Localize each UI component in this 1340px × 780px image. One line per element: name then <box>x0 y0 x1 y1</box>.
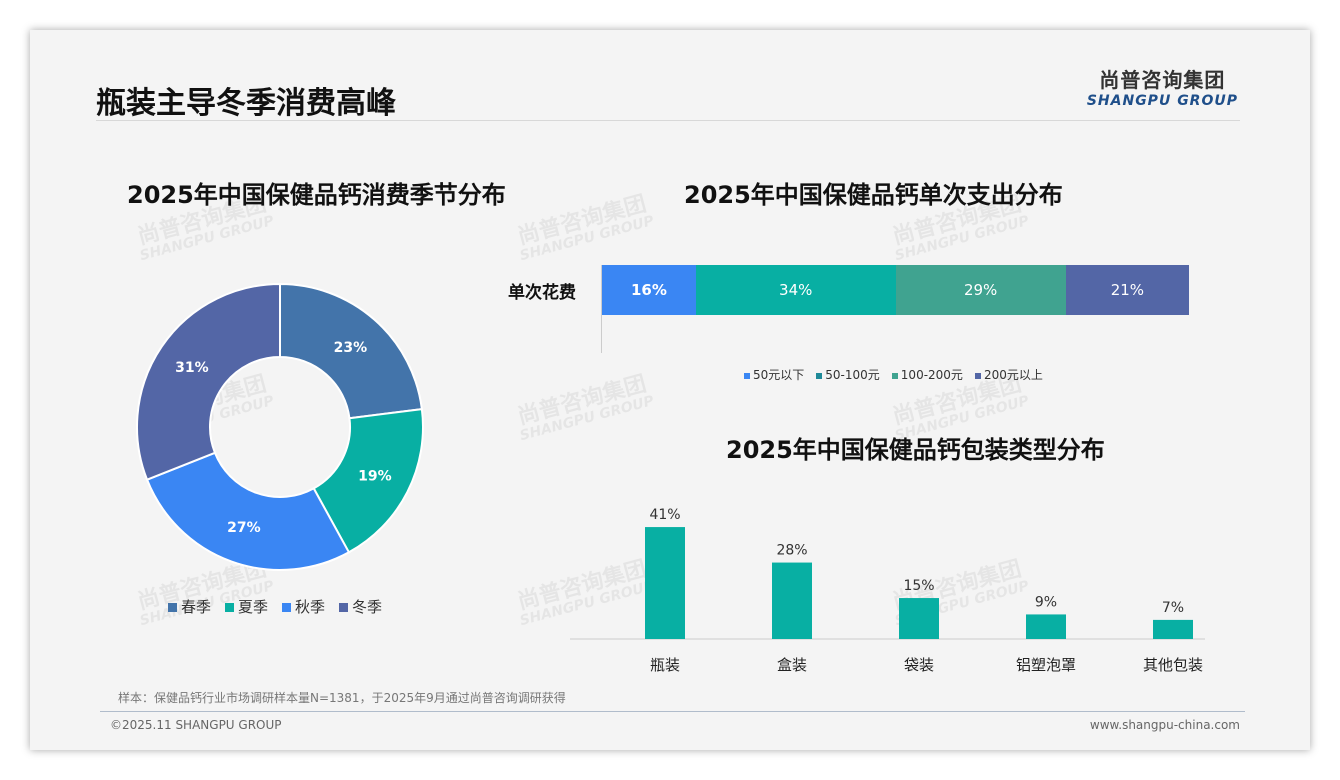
divider <box>96 120 1240 121</box>
legend-item: 秋季 <box>282 596 325 617</box>
sample-note: 样本：保健品钙行业市场调研样本量N=1381，于2025年9月通过尚普咨询调研获… <box>118 691 566 705</box>
package-bar-chart: 41% 瓶装 28% 盒装 15% 袋装 9% 铝塑泡罩 7% 其他包装 <box>570 507 1205 674</box>
bar <box>645 527 685 639</box>
legend-item: 100-200元 <box>891 366 963 383</box>
axis-line <box>601 265 602 353</box>
donut-slice-2 <box>145 451 351 571</box>
legend-swatch <box>282 603 292 612</box>
spend-legend: 50元以下 50-100元 100-200元 200元以上 <box>744 366 1043 383</box>
donut-chart: 23% 19% 27% 31% <box>136 282 424 571</box>
donut-title: 2025年中国保健品钙消费季节分布 <box>127 181 506 209</box>
legend-swatch <box>339 603 349 612</box>
bar-value-label: 41% <box>649 507 680 523</box>
footer-divider <box>100 711 1245 712</box>
logo-en: SHANGPU GROUP <box>1086 93 1238 109</box>
category-label: 瓶装 <box>650 656 680 674</box>
donut-slice-0 <box>279 282 423 420</box>
category-label: 盒装 <box>777 656 807 674</box>
bar <box>899 598 939 639</box>
category-label: 袋装 <box>904 656 934 674</box>
bar-segment: 34% <box>695 265 896 315</box>
stacked-bar: 16% 34% 29% 21% <box>602 265 1189 315</box>
legend-swatch <box>225 603 235 612</box>
legend-item: 200元以上 <box>974 366 1043 383</box>
logo-cn: 尚普咨询集团 <box>1099 68 1226 92</box>
website: www.shangpu-china.com <box>1089 718 1240 732</box>
donut-label: 23% <box>334 340 368 356</box>
category-label: 其他包装 <box>1143 656 1203 674</box>
donut-label: 19% <box>358 468 392 484</box>
bar <box>1026 614 1066 639</box>
spend-title: 2025年中国保健品钙单次支出分布 <box>684 181 1063 209</box>
page-title: 瓶装主导冬季消费高峰 <box>96 86 396 121</box>
logo: 尚普咨询集团 SHANGPU GROUP <box>1087 64 1238 109</box>
row-label: 单次花费 <box>508 283 576 303</box>
category-label: 铝塑泡罩 <box>1016 656 1076 674</box>
bar-segment: 21% <box>1065 265 1189 315</box>
bar-segment: 16% <box>602 265 696 315</box>
legend-item: 夏季 <box>225 596 268 617</box>
donut-legend: 春季 夏季 秋季 冬季 <box>168 596 382 617</box>
bar-value-label: 9% <box>1035 594 1057 610</box>
donut-slice-3 <box>136 282 281 481</box>
bar <box>772 562 812 639</box>
legend-item: 50-100元 <box>816 366 880 383</box>
legend-swatch <box>974 373 981 379</box>
donut-label: 27% <box>227 520 261 536</box>
bar-value-label: 7% <box>1162 600 1184 616</box>
package-title: 2025年中国保健品钙包装类型分布 <box>726 436 1105 464</box>
donut-label: 31% <box>175 360 209 376</box>
legend-item: 春季 <box>168 596 211 617</box>
bar-value-label: 28% <box>776 543 807 559</box>
bar-segment: 29% <box>895 265 1066 315</box>
donut-slice-1 <box>312 407 424 554</box>
legend-swatch <box>168 603 177 612</box>
legend-item: 冬季 <box>339 596 382 617</box>
bar <box>1153 619 1193 639</box>
slide: 瓶装主导冬季消费高峰 尚普咨询集团 SHANGPU GROUP 尚普咨询集团 SH… <box>30 30 1310 750</box>
copyright: ©2025.11 SHANGPU GROUP <box>110 718 282 732</box>
legend-item: 50元以下 <box>744 366 804 383</box>
legend-swatch <box>891 373 898 379</box>
bar-value-label: 15% <box>903 578 934 594</box>
legend-swatch <box>744 373 750 379</box>
legend-swatch <box>816 373 823 379</box>
